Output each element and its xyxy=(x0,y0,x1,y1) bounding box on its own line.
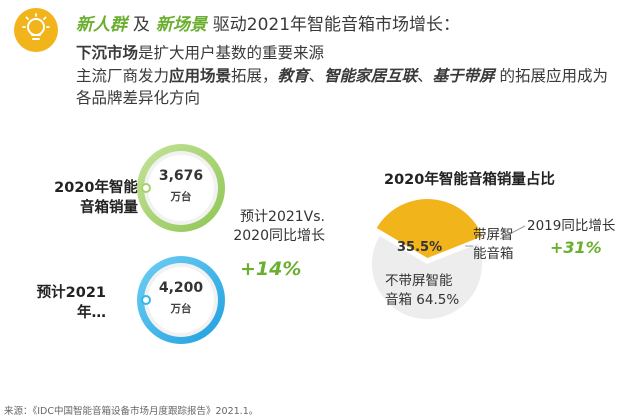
pie-leader-lines xyxy=(465,225,526,247)
pie-title: 2020年智能音箱销量占比 xyxy=(384,172,555,188)
pie-slice-screen-label-line1: 带屏智 xyxy=(473,227,514,243)
growth-value: +14% xyxy=(240,258,302,280)
category-label-2021-line1: 预计2021 xyxy=(36,285,106,301)
point-line-2-c: 拓展， xyxy=(231,67,278,85)
category-label-2021: 预计2021 年… xyxy=(16,283,106,323)
ring-2020 xyxy=(137,144,225,232)
category-label-2020: 2020年智能 音箱销量 xyxy=(18,178,138,218)
point-line-2-d: 教育 xyxy=(277,67,309,85)
growth-label-line2: 2020同比增长 xyxy=(233,228,325,244)
point-line-2-a: 主流厂商发力 xyxy=(76,67,170,85)
category-label-2021-line2: 年… xyxy=(77,305,106,321)
point-line-1-bold: 下沉市场 xyxy=(76,44,139,62)
point-line-2-i: 的拓展应用成为 xyxy=(494,67,609,85)
lightbulb-icon xyxy=(14,8,58,52)
growth-label: 预计2021Vs. 2020同比增长 xyxy=(205,208,325,246)
point-line-2-h: 基于带屏 xyxy=(432,67,495,85)
point-line-3: 各品牌差异化方向 xyxy=(76,89,201,107)
ring-2020-value: 3,676 xyxy=(158,168,204,184)
growth-label-line1: 预计2021Vs. xyxy=(240,209,325,225)
point-line-1-rest: 是扩大用户基数的重要来源 xyxy=(138,44,325,62)
pie-slice-no-screen-label: 不带屏智能 音箱 64.5% xyxy=(385,272,495,310)
yoy-value: +31% xyxy=(550,238,602,257)
ring-2021 xyxy=(137,256,225,344)
headline: 新人群 及 新场景 驱动2021年智能音箱市场增长： xyxy=(76,10,460,35)
pie-slice-no-screen-label-line2: 音箱 64.5% xyxy=(385,292,460,308)
point-line-2-g: 、 xyxy=(417,67,433,85)
point-line-1: 下沉市场是扩大用户基数的重要来源 xyxy=(76,41,324,63)
pie-slice-no-screen-label-line1: 不带屏智能 xyxy=(385,273,453,289)
point-line-2: 主流厂商发力应用场景拓展，教育、智能家居互联、基于带屏 的拓展应用成为 xyxy=(76,64,608,86)
pie-slice-no-screen xyxy=(372,236,483,319)
ring-2021-value: 4,200 xyxy=(158,280,204,296)
point-line-2-e: 、 xyxy=(308,67,325,85)
category-label-2020-line1: 2020年智能 xyxy=(54,180,138,196)
source-note: 来源：《IDC中国智能音箱设备市场月度跟踪报告》2021.1。 xyxy=(4,406,259,417)
point-line-2-b: 应用场景 xyxy=(169,67,232,85)
ring-2020-unit: 万台 xyxy=(170,191,192,203)
category-label-2020-line2: 音箱销量 xyxy=(80,200,138,216)
pie-slice-screen-label: 带屏智 能音箱 xyxy=(473,226,514,264)
headline-tag-new-users: 新人群 xyxy=(76,15,127,35)
pie-slice-screen xyxy=(376,199,483,259)
pie-slice-screen-value: 35.5% xyxy=(397,240,443,255)
headline-tag-new-scenes: 新场景 xyxy=(155,15,207,35)
headline-joiner: 及 xyxy=(132,15,150,35)
ring-2021-unit: 万台 xyxy=(170,303,192,315)
yoy-label: 2019同比增长 xyxy=(527,218,616,234)
pie-chart xyxy=(372,199,483,319)
headline-rest: 驱动2021年智能音箱市场增长： xyxy=(212,15,461,35)
pie-slice-screen-label-line2: 能音箱 xyxy=(473,246,514,262)
point-line-2-f: 智能家居互联 xyxy=(324,67,418,85)
